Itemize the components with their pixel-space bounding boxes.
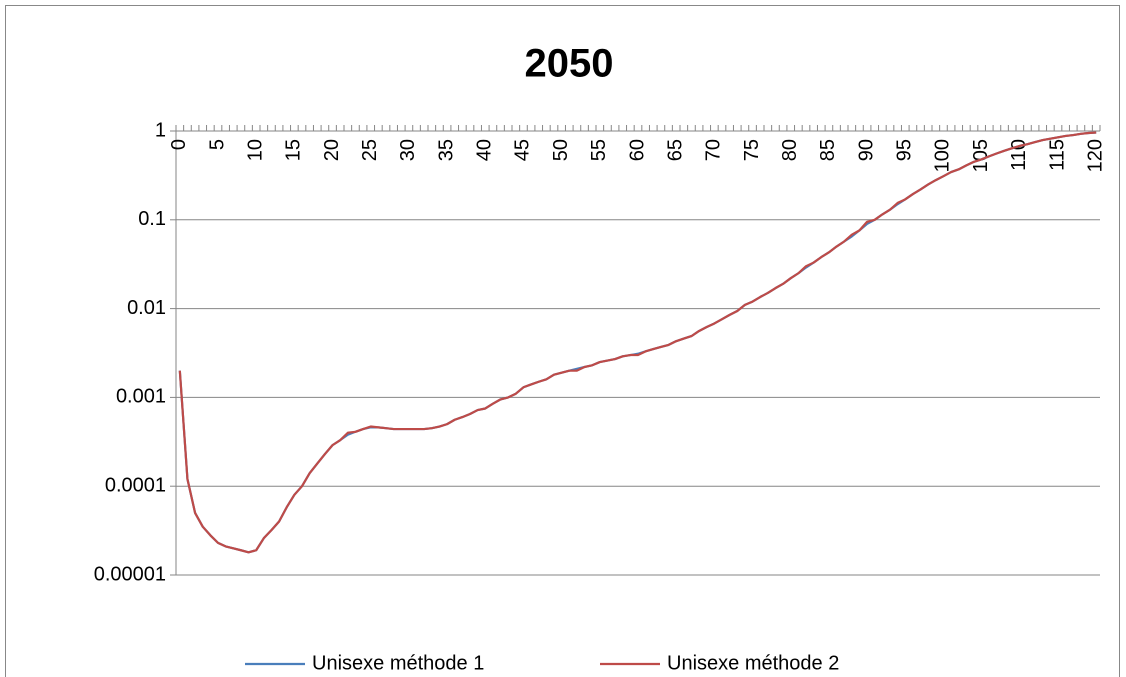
y-tick-label: 0.001 [116,386,166,408]
x-tick-label: 100 [932,139,954,172]
x-tick-label: 50 [550,139,572,161]
x-tick-label: 90 [855,139,877,161]
x-tick-label: 25 [359,139,381,161]
y-tick-label: 0.1 [138,208,166,230]
y-tick-label: 0.00001 [94,563,166,585]
x-tick-label: 120 [1084,139,1106,172]
x-tick-label: 75 [741,139,763,161]
series-line [178,131,1097,554]
y-tick-label: 1 [155,119,166,141]
chart-border [5,5,1120,677]
x-tick-label: 5 [206,139,228,150]
x-tick-label: 0 [168,139,190,150]
legend-label: Unisexe méthode 1 [312,652,484,674]
y-tick-label: 0.01 [127,297,166,319]
x-tick-label: 95 [894,139,916,161]
x-tick-label: 10 [244,139,266,161]
x-tick-label: 70 [703,139,725,161]
x-tick-label: 20 [321,139,343,161]
x-tick-label: 60 [626,139,648,161]
x-tick-label: 85 [817,139,839,161]
x-tick-label: 55 [588,139,610,161]
x-tick-label: 35 [435,139,457,161]
x-tick-label: 65 [664,139,686,161]
x-tick-label: 15 [283,139,305,161]
x-tick-label: 80 [779,139,801,161]
x-tick-label: 115 [1046,139,1068,171]
legend-label: Unisexe méthode 2 [667,652,839,674]
chart-title: 2050 [525,42,614,86]
x-tick-label: 40 [474,139,496,161]
x-tick-label: 45 [512,139,534,161]
x-tick-label: 105 [970,139,992,172]
y-tick-label: 0.0001 [105,474,166,496]
x-tick-label: 30 [397,139,419,161]
